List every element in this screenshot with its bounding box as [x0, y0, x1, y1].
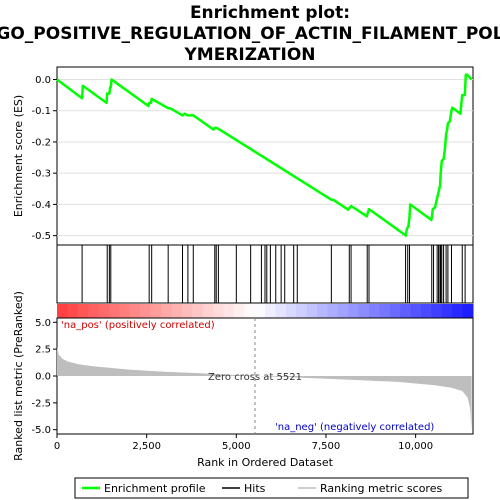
color-bar-segment [171, 304, 183, 318]
color-bar-segment [337, 304, 349, 318]
color-bar-segment [202, 304, 214, 318]
color-bar-segment [244, 304, 256, 318]
color-bar-segment [109, 304, 120, 318]
color-bar-segment [98, 304, 110, 318]
pos-correlated-label: 'na_pos' (positively correlated) [61, 320, 215, 331]
metric-y-tick-label: -2.5 [31, 398, 51, 409]
color-bar-segment [119, 304, 131, 318]
color-bar-segment [192, 304, 204, 318]
es-y-tick-label: -0.2 [31, 137, 51, 148]
metric-y-label: Ranked list metric (PreRanked) [12, 291, 25, 461]
color-bar-segment [369, 304, 380, 318]
rank-color-bar [57, 304, 474, 318]
es-y-tick-label: -0.1 [31, 106, 51, 117]
metric-x-axis: 0 2,500 5,000 7,500 10,000 [54, 434, 433, 452]
color-bar-segment [358, 304, 370, 318]
color-bar-segment [57, 304, 68, 318]
color-bar-segment [88, 304, 100, 318]
color-bar-segment [452, 304, 464, 318]
color-bar-segment [379, 304, 391, 318]
x-tick-label: 7,500 [312, 441, 341, 452]
enrichment-profile-line [56, 73, 473, 237]
x-tick-label: 2,500 [132, 441, 161, 452]
color-bar-segment [410, 304, 422, 318]
legend-ranking-label: Ranking metric scores [320, 482, 442, 495]
legend-hits-label: Hits [244, 482, 266, 495]
color-bar-segment [441, 304, 453, 318]
zero-cross-label: Zero cross at 5521 [208, 372, 302, 383]
es-y-label: Enrichment score (ES) [12, 95, 25, 217]
metric-y-axis: 5.0 2.5 0.0 -2.5 -5.0 [31, 318, 57, 436]
legend-box [74, 477, 469, 499]
color-bar-segment [431, 304, 443, 318]
es-y-tick-label: -0.3 [31, 169, 51, 180]
es-y-tick-label: -0.4 [31, 200, 51, 211]
es-y-tick-label: 0.0 [35, 75, 51, 86]
es-panel [56, 66, 474, 246]
color-bar-segment [67, 304, 79, 318]
color-bar-segment [129, 304, 141, 318]
metric-y-tick-label: -5.0 [31, 425, 51, 436]
color-bar-segment [285, 304, 297, 318]
legend-enrichment-label: Enrichment profile [104, 482, 206, 495]
color-bar-segment [327, 304, 339, 318]
color-bar-segment [233, 304, 245, 318]
es-grid [57, 78, 473, 237]
es-y-tick-label: -0.5 [31, 231, 51, 242]
color-bar-segment [296, 304, 308, 318]
metric-y-tick-label: 5.0 [35, 318, 51, 329]
color-bar-segment [181, 304, 193, 318]
color-bar-segment [223, 304, 235, 318]
color-bar-segment [150, 304, 162, 318]
color-bar-segment [213, 304, 224, 318]
color-bar-segment [161, 304, 172, 318]
metric-y-tick-label: 0.0 [35, 372, 51, 383]
color-bar-segment [265, 304, 276, 318]
color-bar-segment [400, 304, 412, 318]
color-bar-segment [306, 304, 318, 318]
neg-correlated-label: 'na_neg' (negatively correlated) [275, 422, 434, 433]
color-bar-segment [348, 304, 360, 318]
x-axis-label: Rank in Ordered Dataset [197, 456, 334, 469]
x-tick-label: 10,000 [398, 441, 433, 452]
x-tick-label: 5,000 [222, 441, 251, 452]
color-bar-segment [77, 304, 89, 318]
x-tick-label: 0 [54, 441, 60, 452]
title-line-2: GO_POSITIVE_REGULATION_OF_ACTIN_FILAMENT… [0, 24, 500, 44]
hits-marks [81, 245, 466, 303]
color-bar-segment [389, 304, 401, 318]
title-line-1: Enrichment plot: [190, 3, 350, 23]
es-y-axis: 0.0 -0.1 -0.2 -0.3 -0.4 -0.5 [31, 75, 57, 242]
color-bar-segment [275, 304, 287, 318]
color-bar-segment [140, 304, 152, 318]
color-bar-segment [254, 304, 266, 318]
color-bar-segment [421, 304, 432, 318]
color-bar-segment [317, 304, 328, 318]
color-bar-segment [462, 304, 474, 318]
title-line-3: YMERIZATION [183, 45, 315, 65]
metric-y-tick-label: 2.5 [35, 345, 51, 356]
